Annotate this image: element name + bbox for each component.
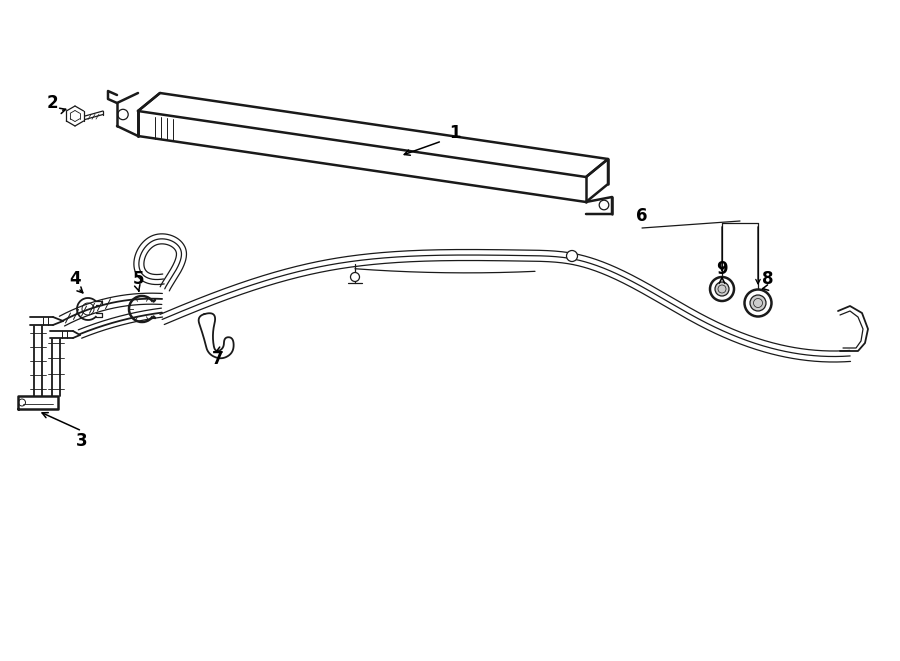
Circle shape <box>710 277 734 301</box>
Circle shape <box>715 282 729 296</box>
Circle shape <box>750 295 766 311</box>
Text: 2: 2 <box>46 94 58 112</box>
Text: 8: 8 <box>762 270 774 288</box>
Text: 4: 4 <box>69 270 81 288</box>
Text: 7: 7 <box>212 350 224 368</box>
Circle shape <box>350 272 359 282</box>
Text: 9: 9 <box>716 260 728 278</box>
Circle shape <box>744 290 771 317</box>
Text: 5: 5 <box>132 270 144 288</box>
Circle shape <box>566 251 578 262</box>
Text: 3: 3 <box>76 432 88 450</box>
Text: 6: 6 <box>636 207 648 225</box>
Text: 1: 1 <box>449 124 461 142</box>
